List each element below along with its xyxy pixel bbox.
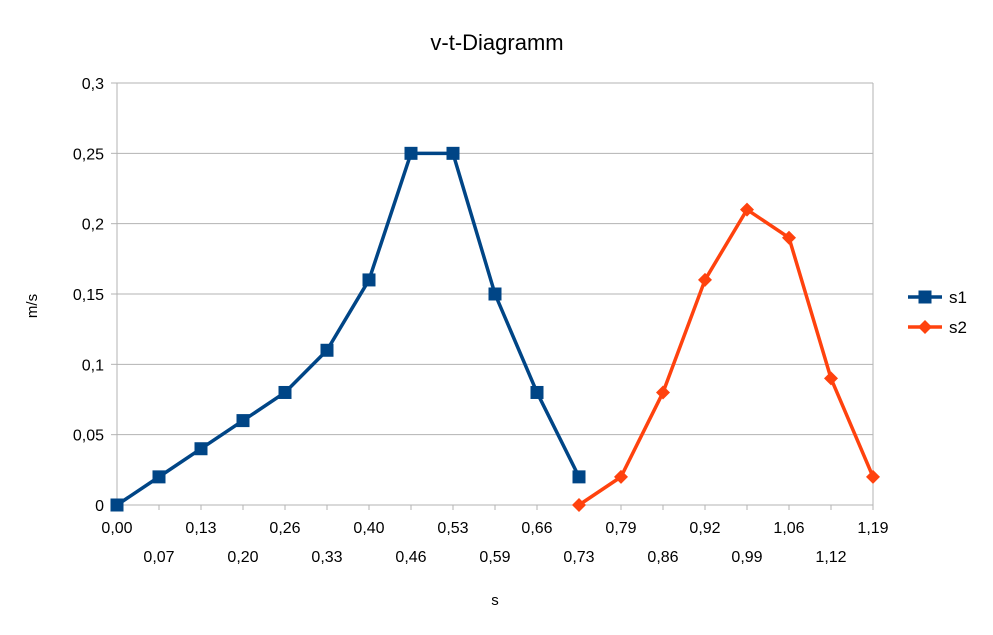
series-line-s1 (116, 151, 581, 507)
series-layer (110, 146, 880, 512)
data-point-s1 (362, 273, 376, 287)
legend-marker-s1 (918, 290, 932, 304)
x-tick-label: 0,79 (605, 520, 636, 537)
series-s2 (572, 202, 880, 512)
data-point-s1 (404, 146, 418, 160)
legend-label-s1: s1 (949, 288, 967, 307)
data-point-s2 (614, 469, 628, 484)
x-tick-label: 0,92 (689, 520, 720, 537)
data-point-s1 (320, 343, 334, 357)
y-tick-label: 0 (95, 498, 104, 515)
x-tick-label: 0,53 (437, 520, 468, 537)
x-tick-label: 0,33 (311, 549, 342, 566)
data-point-s2 (824, 371, 838, 386)
data-point-s2 (656, 385, 670, 400)
data-point-s1 (194, 442, 208, 456)
data-point-s1 (530, 385, 544, 399)
x-tick-label: 0,00 (101, 520, 132, 537)
data-point-s1 (488, 287, 502, 301)
data-point-s1 (278, 385, 292, 399)
data-point-s1 (446, 146, 460, 160)
series-line-s2 (578, 207, 875, 507)
y-tick-label: 0,25 (73, 146, 104, 163)
data-point-s2 (572, 498, 586, 512)
x-tick-label: 0,07 (143, 549, 174, 566)
y-axis-label: m/s (24, 294, 41, 318)
data-point-s2 (698, 272, 712, 287)
x-tick-label: 1,06 (773, 520, 804, 537)
data-point-s1 (572, 470, 586, 484)
data-point-s1 (236, 414, 250, 428)
data-point-s1 (152, 470, 166, 484)
series-s1 (110, 146, 586, 512)
y-tick-label: 0,05 (73, 428, 104, 445)
legend: s1 s2 (908, 288, 967, 337)
chart-title: v-t-Diagramm (430, 30, 563, 55)
x-tick-label: 0,73 (563, 549, 594, 566)
data-point-s1 (110, 498, 124, 512)
y-tick-label: 0,1 (82, 357, 104, 374)
x-tick-label: 0,20 (227, 549, 258, 566)
x-tick-label: 0,59 (479, 549, 510, 566)
x-tick-label: 0,26 (269, 520, 300, 537)
data-point-s2 (782, 230, 796, 245)
y-tick-label: 0,15 (73, 287, 104, 304)
x-tick-label: 0,66 (521, 520, 552, 537)
x-tick-label: 0,13 (185, 520, 216, 537)
data-point-s2 (740, 202, 754, 217)
x-tick-label: 0,46 (395, 549, 426, 566)
data-point-s2 (866, 469, 880, 484)
legend-label-s2: s2 (949, 318, 967, 337)
x-tick-label: 1,19 (857, 520, 888, 537)
x-axis-label: s (491, 592, 499, 609)
y-tick-label: 0,3 (82, 76, 104, 93)
legend-marker-s2 (918, 320, 932, 334)
x-tick-label: 1,12 (815, 549, 846, 566)
x-tick-label: 0,99 (731, 549, 762, 566)
x-tick-label: 0,40 (353, 520, 384, 537)
axes: 0 0,05 0,1 0,15 0,2 0,25 0,3 0,00 0,07 0,13 0,20 0,… (73, 76, 889, 566)
x-tick-label: 0,86 (647, 549, 678, 566)
y-tick-label: 0,2 (82, 217, 104, 234)
